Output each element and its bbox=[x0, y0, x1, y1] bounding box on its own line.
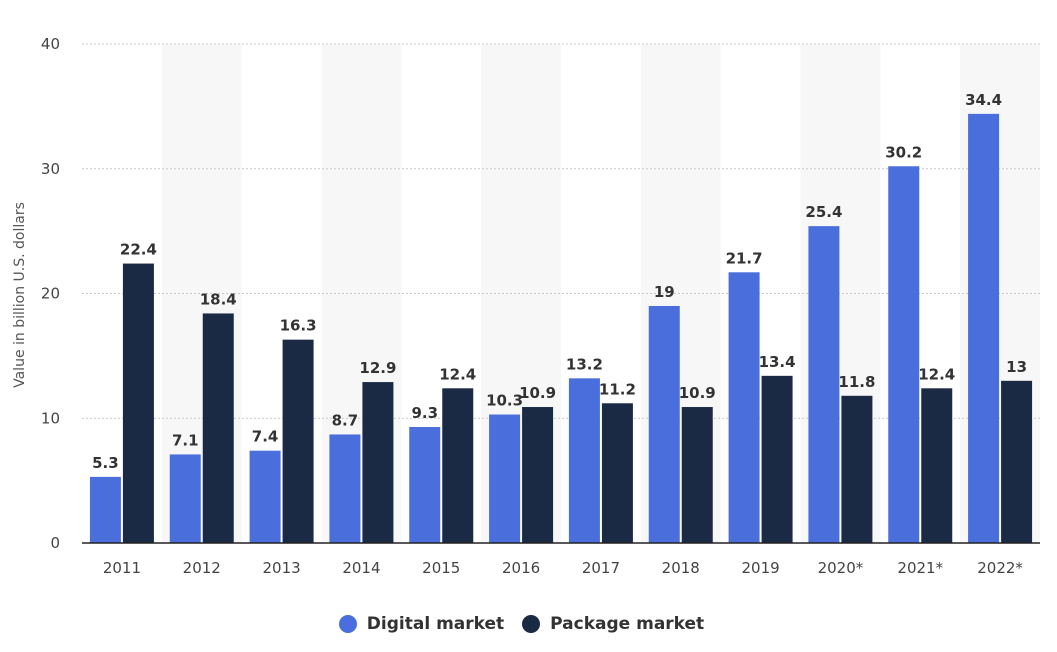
data-label: 12.4 bbox=[439, 365, 476, 383]
bar-package bbox=[522, 407, 554, 543]
bar-digital bbox=[329, 434, 361, 543]
data-label: 11.8 bbox=[838, 373, 875, 391]
bar-package bbox=[202, 313, 234, 543]
bar-digital bbox=[648, 305, 680, 543]
x-tick-label: 2015 bbox=[422, 559, 460, 577]
data-label: 12.4 bbox=[918, 365, 955, 383]
data-label: 18.4 bbox=[200, 290, 237, 308]
y-tick-label: 20 bbox=[41, 285, 60, 303]
x-tick-label: 2017 bbox=[582, 559, 620, 577]
data-label: 30.2 bbox=[885, 143, 922, 161]
bar-digital bbox=[489, 414, 521, 543]
data-label: 7.4 bbox=[252, 428, 279, 446]
data-label: 7.1 bbox=[172, 431, 199, 449]
data-label: 10.9 bbox=[519, 384, 556, 402]
data-label: 34.4 bbox=[965, 91, 1002, 109]
data-label: 10.3 bbox=[486, 392, 523, 410]
x-tick-label: 2016 bbox=[502, 559, 540, 577]
y-tick-label: 40 bbox=[41, 35, 60, 53]
data-label: 19 bbox=[654, 283, 675, 301]
data-label: 9.3 bbox=[411, 404, 438, 422]
bar-package bbox=[362, 382, 394, 543]
bar-package bbox=[681, 407, 713, 543]
y-tick-label: 30 bbox=[41, 160, 60, 178]
legend-marker-icon bbox=[338, 615, 357, 633]
data-label: 5.3 bbox=[92, 454, 119, 472]
x-tick-label: 2011 bbox=[103, 559, 141, 577]
x-tick-label: 2021* bbox=[897, 559, 943, 577]
y-axis-ticks: 0 10 20 30 40 bbox=[41, 35, 60, 552]
x-tick-label: 2013 bbox=[262, 559, 300, 577]
data-label: 13.4 bbox=[759, 353, 796, 371]
bar-digital bbox=[169, 454, 201, 543]
bar-digital bbox=[728, 272, 760, 543]
data-label: 13.2 bbox=[566, 355, 603, 373]
bar-digital bbox=[89, 476, 121, 543]
bar-package bbox=[921, 388, 953, 543]
legend-marker-icon bbox=[522, 615, 541, 633]
legend: Digital market Package market bbox=[0, 614, 1043, 634]
bars: 5.322.47.118.47.416.38.712.99.312.410.31… bbox=[89, 91, 1033, 544]
bar-chart: 0 10 20 30 40 5.3 22.4 7.1 18.4 7.4 16.3 8.7 12.9 9.… bbox=[12, 35, 1040, 577]
bar-digital bbox=[808, 226, 840, 543]
data-label: 8.7 bbox=[332, 411, 359, 429]
bar-package bbox=[282, 339, 314, 543]
x-tick-label: 2012 bbox=[183, 559, 221, 577]
data-label: 21.7 bbox=[726, 249, 763, 267]
x-tick-label: 2018 bbox=[662, 559, 700, 577]
data-label: 16.3 bbox=[280, 317, 317, 335]
bar-package bbox=[841, 395, 873, 543]
bar-package bbox=[1001, 380, 1033, 543]
bar-package bbox=[122, 263, 154, 543]
x-axis-ticks: 2011 2012 2013 2014 2015 2016 2017 2018 2019 2020… bbox=[103, 559, 1024, 577]
y-tick-label: 10 bbox=[41, 409, 60, 427]
legend-item-digital[interactable]: Digital market bbox=[338, 614, 505, 634]
data-label: 10.9 bbox=[679, 384, 716, 402]
x-tick-label: 2022* bbox=[977, 559, 1023, 577]
y-tick-label: 0 bbox=[50, 534, 60, 552]
x-tick-label: 2020* bbox=[818, 559, 864, 577]
bar-digital bbox=[888, 166, 920, 543]
bar-digital bbox=[409, 426, 441, 543]
data-label: 13 bbox=[1006, 358, 1027, 376]
data-label: 22.4 bbox=[120, 241, 157, 259]
legend-label: Digital market bbox=[366, 614, 505, 634]
x-tick-label: 2019 bbox=[741, 559, 779, 577]
bar-package bbox=[761, 375, 793, 543]
bar-package bbox=[601, 403, 633, 543]
bar-package bbox=[442, 388, 474, 543]
legend-label: Package market bbox=[550, 614, 705, 634]
x-tick-label: 2014 bbox=[342, 559, 380, 577]
data-label: 25.4 bbox=[805, 203, 842, 221]
y-axis-label: Value in billion U.S. dollars bbox=[12, 202, 28, 388]
legend-item-package[interactable]: Package market bbox=[522, 614, 704, 634]
data-label: 11.2 bbox=[599, 380, 636, 398]
bar-digital bbox=[249, 450, 281, 543]
bar-digital bbox=[968, 113, 1000, 544]
data-label: 12.9 bbox=[359, 359, 396, 377]
bar-digital bbox=[568, 378, 600, 543]
